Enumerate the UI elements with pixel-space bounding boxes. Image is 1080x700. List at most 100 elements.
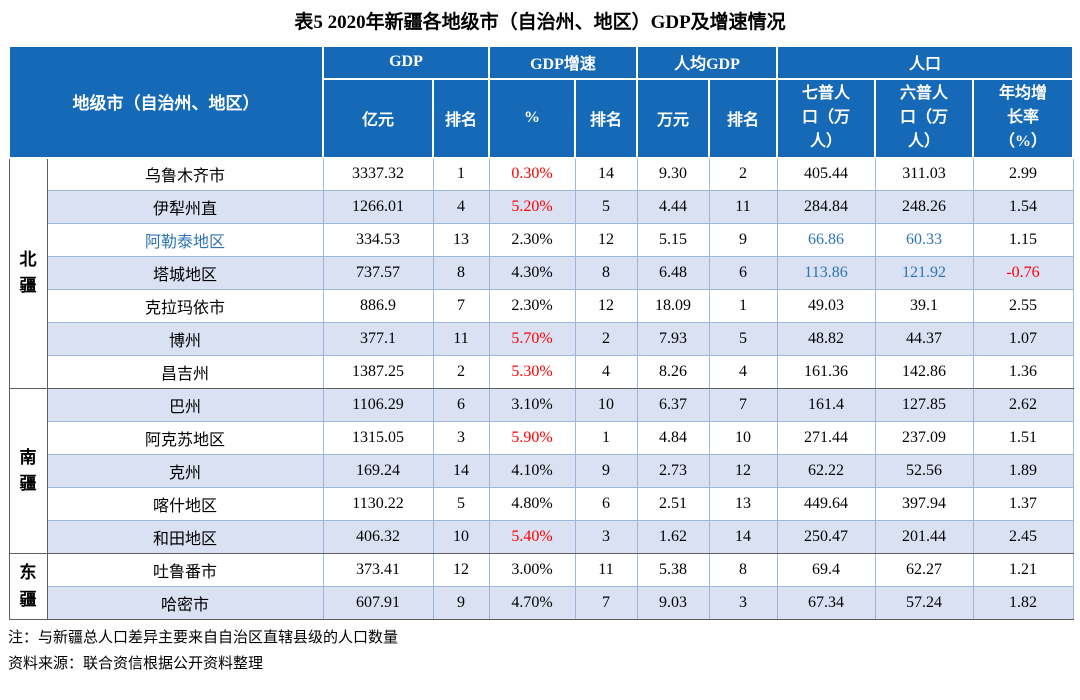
cell-growth-pct: 2.30%	[488, 223, 576, 258]
cell-growth-rank: 3	[574, 520, 638, 555]
cell-growth-pct: 4.30%	[488, 256, 576, 291]
cell-census6: 121.92	[874, 256, 974, 291]
cell-gdp-value: 1315.05	[322, 421, 434, 456]
subheader-census7-label: 七普人口（万人）	[801, 85, 850, 151]
cell-census6: 127.85	[874, 388, 974, 423]
cell-gdp-rank: 9	[432, 586, 490, 621]
cell-gdp-value: 1387.25	[322, 355, 434, 390]
cell-growth-pct: 5.30%	[488, 355, 576, 390]
subheader-gdp-value: 亿元	[322, 77, 434, 159]
cell-gdp-rank: 4	[432, 190, 490, 225]
cell-census6: 397.94	[874, 487, 974, 522]
region-label: 南疆	[8, 388, 48, 555]
cell-growth-rank: 10	[574, 388, 638, 423]
cell-gdp-rank: 3	[432, 421, 490, 456]
cell-gdp-value: 377.1	[322, 322, 434, 357]
cell-census7: 405.44	[776, 157, 876, 192]
cell-gdp-value: 1106.29	[322, 388, 434, 423]
table-row: 博州 377.1 11 5.70% 2 7.93 5 48.82 44.37 1.07	[9, 322, 1074, 357]
cell-avg-growth: 2.99	[972, 157, 1074, 192]
cell-avg-growth: 1.89	[972, 454, 1074, 489]
cell-avg-growth: 2.62	[972, 388, 1074, 423]
cell-census7: 66.86	[776, 223, 876, 258]
table-row: 东疆吐鲁番市 373.41 12 3.00% 11 5.38 8 69.4 62.27 1.21	[8, 553, 1074, 621]
city-name: 和田地区	[46, 520, 324, 555]
city-name: 克州	[46, 454, 324, 489]
cell-percapita-rank: 3	[708, 586, 778, 621]
header-gdp: GDP	[322, 44, 490, 80]
cell-growth-pct: 0.30%	[488, 157, 576, 192]
table-row: 喀什地区 1130.22 5 4.80% 6 2.51 13 449.64 397.94 1.37	[9, 487, 1074, 522]
cell-growth-rank: 6	[574, 487, 638, 522]
cell-percapita-value: 8.26	[636, 355, 710, 390]
cell-census7: 48.82	[776, 322, 876, 357]
cell-gdp-rank: 13	[432, 223, 490, 258]
cell-percapita-value: 6.37	[636, 388, 710, 423]
page: 表5 2020年新疆各地级市（自治州、地区）GDP及增速情况 地级市（自治州、地…	[8, 12, 1074, 672]
cell-percapita-rank: 5	[708, 322, 778, 357]
subheader-percapita-value: 万元	[636, 77, 710, 159]
cell-percapita-value: 2.51	[636, 487, 710, 522]
cell-census7: 161.4	[776, 388, 876, 423]
cell-growth-rank: 7	[574, 586, 638, 621]
header-population: 人口	[776, 44, 1074, 80]
table-body: 北疆乌鲁木齐市 3337.32 1 0.30% 14 9.30 2 405.44 311.03 2…	[8, 157, 1074, 621]
cell-avg-growth: 1.21	[972, 553, 1074, 588]
cell-gdp-value: 1266.01	[322, 190, 434, 225]
cell-percapita-rank: 12	[708, 454, 778, 489]
cell-gdp-value: 886.9	[322, 289, 434, 324]
cell-growth-pct: 5.40%	[488, 520, 576, 555]
cell-percapita-rank: 1	[708, 289, 778, 324]
table-row: 昌吉州 1387.25 2 5.30% 4 8.26 4 161.36 142.86 1.36	[9, 355, 1074, 390]
cell-gdp-value: 334.53	[322, 223, 434, 258]
cell-growth-pct: 5.70%	[488, 322, 576, 357]
cell-avg-growth: 1.54	[972, 190, 1074, 225]
header-row-groups: 地级市（自治州、地区） GDP GDP增速 人均GDP 人口	[8, 44, 1074, 159]
cell-census6: 60.33	[874, 223, 974, 258]
table-row: 克拉玛依市 886.9 7 2.30% 12 18.09 1 49.03 39.1 2.55	[9, 289, 1074, 324]
note-source: 资料来源：联合资信根据公开资料整理	[8, 655, 264, 672]
cell-percapita-rank: 7	[708, 388, 778, 423]
cell-gdp-rank: 5	[432, 487, 490, 522]
cell-percapita-value: 7.93	[636, 322, 710, 357]
subheader-census6-label: 六普人口（万人）	[899, 85, 948, 151]
city-name: 博州	[46, 322, 324, 357]
subheader-gdp-rank: 排名	[432, 77, 490, 159]
cell-gdp-rank: 11	[432, 322, 490, 357]
cell-census7: 271.44	[776, 421, 876, 456]
cell-percapita-value: 4.44	[636, 190, 710, 225]
cell-growth-rank: 12	[574, 289, 638, 324]
cell-growth-rank: 9	[574, 454, 638, 489]
cell-gdp-value: 3337.32	[322, 157, 434, 192]
cell-census6: 44.37	[874, 322, 974, 357]
table-row: 阿勒泰地区 334.53 13 2.30% 12 5.15 9 66.86 60.33 1.15	[9, 223, 1074, 258]
cell-percapita-rank: 4	[708, 355, 778, 390]
city-name: 伊犁州直	[46, 190, 324, 225]
cell-avg-growth: 1.37	[972, 487, 1074, 522]
cell-census7: 69.4	[776, 553, 876, 588]
cell-growth-pct: 3.10%	[488, 388, 576, 423]
cell-percapita-value: 5.38	[636, 553, 710, 588]
cell-growth-pct: 4.80%	[488, 487, 576, 522]
cell-census7: 113.86	[776, 256, 876, 291]
cell-census7: 62.22	[776, 454, 876, 489]
cell-percapita-value: 9.03	[636, 586, 710, 621]
cell-growth-rank: 14	[574, 157, 638, 192]
city-name: 阿勒泰地区	[46, 223, 324, 258]
cell-census7: 161.36	[776, 355, 876, 390]
cell-growth-rank: 2	[574, 322, 638, 357]
table-row: 克州 169.24 14 4.10% 9 2.73 12 62.22 52.56 1.89	[9, 454, 1074, 489]
cell-growth-pct: 5.20%	[488, 190, 576, 225]
note-population-diff: 注：与新疆总人口差异主要来自自治区直辖县级的人口数量	[8, 630, 399, 647]
cell-census7: 49.03	[776, 289, 876, 324]
cell-gdp-value: 169.24	[322, 454, 434, 489]
subheader-growth-rank: 排名	[574, 77, 638, 159]
cell-census7: 449.64	[776, 487, 876, 522]
cell-gdp-value: 373.41	[322, 553, 434, 588]
subheader-growth-pct: %	[488, 77, 576, 159]
city-name: 阿克苏地区	[46, 421, 324, 456]
cell-avg-growth: 2.45	[972, 520, 1074, 555]
cell-gdp-rank: 2	[432, 355, 490, 390]
table-row: 哈密市 607.91 9 4.70% 7 9.03 3 67.34 57.24 1.82	[9, 586, 1074, 621]
table-row: 南疆巴州 1106.29 6 3.10% 10 6.37 7 161.4 127.85 2.62	[8, 388, 1074, 555]
